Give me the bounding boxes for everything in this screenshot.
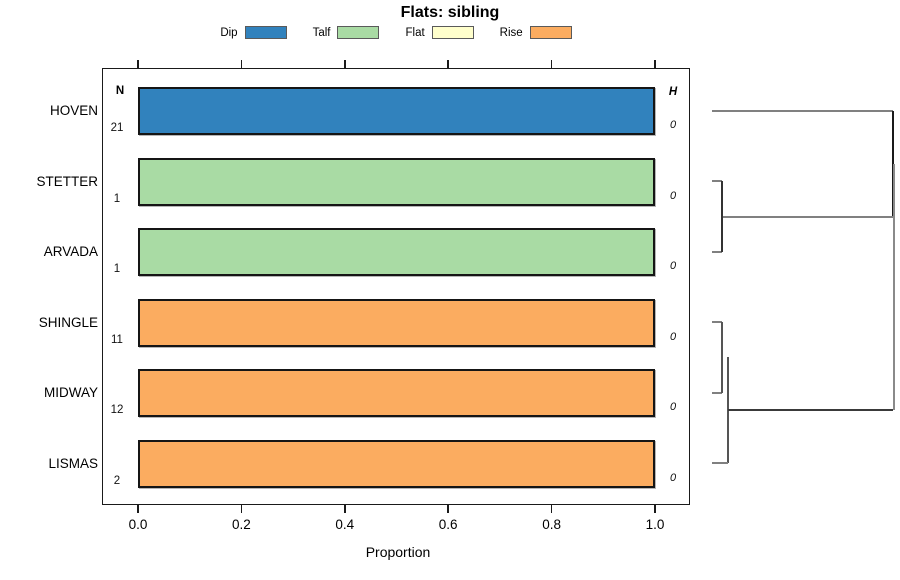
category-label-lismas: LISMAS: [48, 455, 98, 471]
x-tick-label-0.6: 0.6: [438, 517, 458, 532]
x-tick-label-0.8: 0.8: [542, 517, 561, 532]
n-value-hoven: 21: [110, 122, 124, 134]
x-axis-tick-bottom-0.8: [550, 505, 553, 513]
x-axis-tick-top-1.0: [654, 60, 656, 68]
x-axis-tick-bottom-0.4: [344, 505, 346, 513]
bar-hoven-dip: [138, 87, 655, 135]
legend-swatch-dip: [244, 26, 287, 39]
legend-item-talf: Talf: [313, 26, 380, 39]
legend-swatch-talf: [337, 26, 380, 39]
x-tick-label-0.0: 0.0: [128, 517, 148, 532]
x-tick-label-1.0: 1.0: [645, 517, 665, 532]
bar-arvada-talf: [138, 228, 655, 276]
legend-item-dip: Dip: [220, 26, 287, 39]
x-axis-tick-bottom-0.2: [240, 505, 243, 513]
n-column-header: N: [115, 85, 125, 97]
n-value-stetter: 1: [113, 192, 121, 205]
legend-label: Flat: [405, 26, 425, 39]
category-label-midway: MIDWAY: [44, 385, 98, 400]
n-value-arvada: 1: [113, 263, 121, 275]
h-column-header: H: [668, 86, 678, 98]
bar-stetter-talf: [138, 157, 655, 206]
x-axis-tick-bottom-1.0: [654, 505, 656, 513]
x-tick-label-0.4: 0.4: [335, 517, 355, 532]
h-value-lismas: 0: [669, 471, 677, 484]
legend: Dip Talf Flat Rise: [0, 26, 792, 39]
category-label-stetter: STETTER: [36, 173, 98, 189]
bar-shingle-rise: [138, 298, 655, 347]
x-axis-tick-top-0.0: [137, 60, 139, 68]
x-axis-label: Proportion: [365, 544, 431, 560]
x-axis-tick-top-0.6: [447, 60, 449, 68]
legend-item-flat: Flat: [405, 26, 474, 39]
n-value-lismas: 2: [113, 474, 121, 487]
x-axis-tick-top-0.4: [344, 60, 346, 68]
legend-label: Talf: [312, 26, 331, 39]
h-value-hoven: 0: [669, 119, 677, 131]
legend-label: Rise: [499, 26, 523, 39]
category-label-hoven: HOVEN: [49, 103, 98, 118]
legend-item-rise: Rise: [500, 26, 572, 39]
x-axis-tick-top-0.8: [550, 60, 553, 68]
bar-midway-rise: [138, 369, 655, 417]
n-value-shingle: 11: [111, 333, 123, 346]
x-axis-tick-bottom-0.6: [447, 505, 449, 513]
h-value-midway: 0: [669, 401, 677, 413]
h-value-shingle: 0: [669, 330, 677, 343]
legend-swatch-rise: [529, 26, 572, 39]
x-axis-tick-top-0.2: [240, 60, 243, 68]
category-label-shingle: SHINGLE: [38, 314, 98, 330]
legend-swatch-flat: [431, 26, 474, 39]
h-value-stetter: 0: [669, 189, 677, 202]
h-value-arvada: 0: [669, 260, 677, 272]
x-tick-label-0.2: 0.2: [232, 517, 251, 532]
chart-title: Flats: sibling: [400, 4, 500, 21]
legend-label: Dip: [220, 26, 238, 39]
category-label-arvada: ARVADA: [43, 244, 98, 259]
n-value-midway: 12: [110, 404, 124, 416]
plot-area: [102, 68, 690, 505]
bar-lismas-rise: [138, 439, 655, 488]
x-axis-tick-bottom-0.0: [137, 505, 139, 513]
